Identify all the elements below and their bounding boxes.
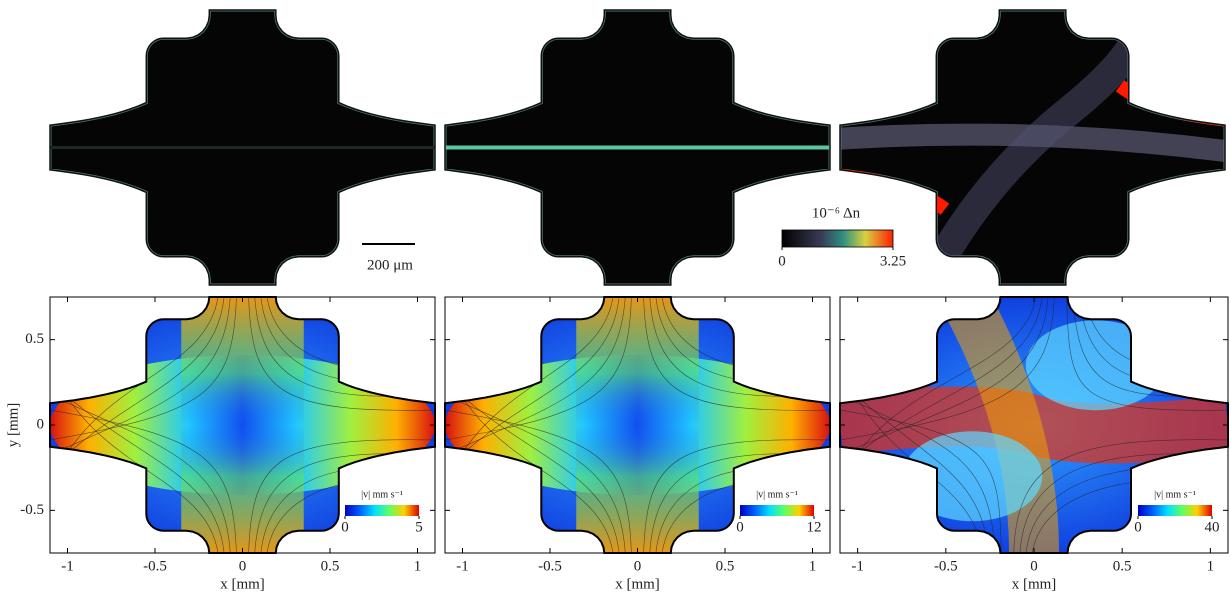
x-tick-label: -0.5 [143,558,167,574]
x-tick-label: -1 [851,558,864,574]
colorbar-tick-label: 40 [1205,519,1220,535]
colorbar-label: |v| mm s⁻¹ [756,489,798,500]
vertical-jet [576,297,699,553]
colorbar [345,505,419,516]
x-tick-label: 0.5 [1113,558,1132,574]
colorbar-label: |v| mm s⁻¹ [1154,489,1196,500]
colorbar-tick-label: 0 [1134,519,1142,535]
colorbar-tick-label: 12 [807,519,822,535]
y-tick-label: 0 [37,416,45,432]
colorbar-tick-label: 3.25 [880,253,906,269]
y-tick-label: 0.5 [25,331,44,347]
colorbar [782,230,893,247]
colorbar [740,505,814,516]
figure: 200 μm 10⁻⁶ Δn 0 3.25 -1 -0.5 0 0.5 1 x [mm] -0.5 0… [0,0,1231,594]
colorbar-tick-label: 0 [341,519,349,535]
x-tick-label: 1 [1207,558,1215,574]
x-axis-label: x [mm] [220,576,265,592]
x-axis-label: x [mm] [1012,576,1057,592]
y-axis-label: y [mm] [5,403,21,448]
scale-bar-label: 200 μm [367,257,413,273]
x-tick-label: 0 [239,558,247,574]
colorbar-label: 10⁻⁶ Δn [812,205,861,221]
x-axis-label: x [mm] [615,576,660,592]
colorbar-label: |v| mm s⁻¹ [361,489,403,500]
low-zone [1026,320,1166,410]
low-zone [902,431,1042,521]
x-tick-label: -1 [456,558,469,574]
x-tick-label: -0.5 [538,558,562,574]
x-tick-label: 1 [809,558,817,574]
x-tick-label: 0.5 [321,558,340,574]
birefringence-panel [445,10,830,285]
vertical-jet [181,297,304,553]
x-tick-label: 0.5 [716,558,735,574]
colorbar-tick-label: 0 [736,519,744,535]
colorbar [1138,505,1212,516]
x-tick-label: 1 [414,558,422,574]
x-tick-label: -0.5 [934,558,958,574]
colorbar-tick-label: 0 [778,253,786,269]
colorbar-tick-label: 5 [415,519,423,535]
x-tick-label: 0 [634,558,642,574]
y-tick-label: -0.5 [20,502,44,518]
x-tick-label: 0 [1030,558,1038,574]
birefringence-panel [840,10,1225,285]
x-tick-label: -1 [61,558,74,574]
